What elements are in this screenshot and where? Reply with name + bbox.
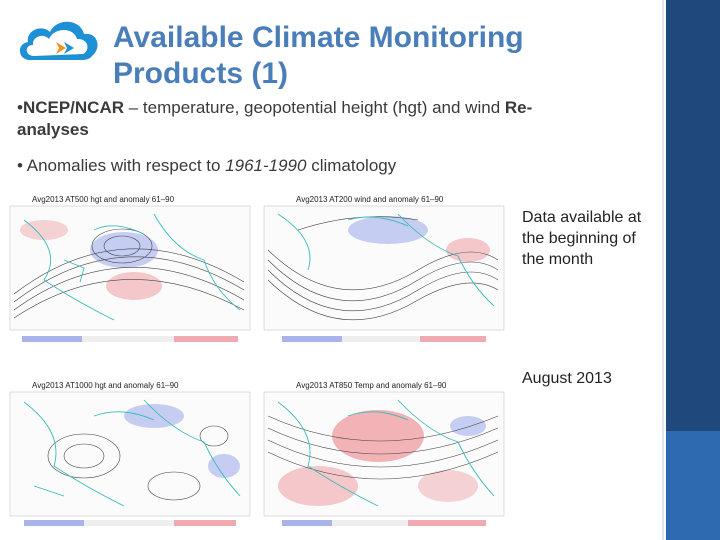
side-divider <box>662 0 664 540</box>
bullet2-tail: climatology <box>306 156 397 175</box>
map-1000hgt: Avg2013 AT1000 hgt and anomaly 61–90 <box>4 376 256 532</box>
slide-title-line1: Available Climate Monitoring <box>113 21 524 54</box>
bullet-anomalies: • Anomalies with respect to 1961-1990 cl… <box>17 156 397 175</box>
bullet-reanalyses: •NCEP/NCAR – temperature, geopotential h… <box>17 98 533 139</box>
bullet2-text: Anomalies with respect to <box>26 156 226 175</box>
map-200wind: Avg2013 AT200 wind and anomaly 61–90 <box>258 190 510 360</box>
bullet-tail-2: analyses <box>17 120 89 139</box>
note-month: August 2013 <box>519 366 645 391</box>
bullet-text: – temperature, geopotential height (hgt)… <box>124 98 505 117</box>
slide-title: Available Climate Monitoring Products (1… <box>113 20 653 92</box>
map-caption: Avg2013 AT1000 hgt and anomaly 61–90 <box>32 381 179 390</box>
map-850temp: Avg2013 AT850 Temp and anomaly 61–90 <box>258 376 510 532</box>
map-caption: Avg2013 AT850 Temp and anomaly 61–90 <box>296 381 447 390</box>
map-500hgt: Avg2013 AT500 hgt and anomaly 61–90 <box>4 190 256 360</box>
note-availability: Data available at the beginning of the m… <box>519 205 660 272</box>
cloud-logo-icon <box>12 12 104 68</box>
slide-title-line2: Products (1) <box>113 57 289 90</box>
side-bar-accent <box>666 431 720 540</box>
bullet-lead: NCEP/NCAR <box>22 98 125 117</box>
bullet-tail-1: Re- <box>504 98 533 117</box>
map-caption: Avg2013 AT200 wind and anomaly 61–90 <box>296 195 444 204</box>
bullet2-period: 1961-1990 <box>225 156 307 175</box>
map-caption: Avg2013 AT500 hgt and anomaly 61–90 <box>32 195 175 204</box>
